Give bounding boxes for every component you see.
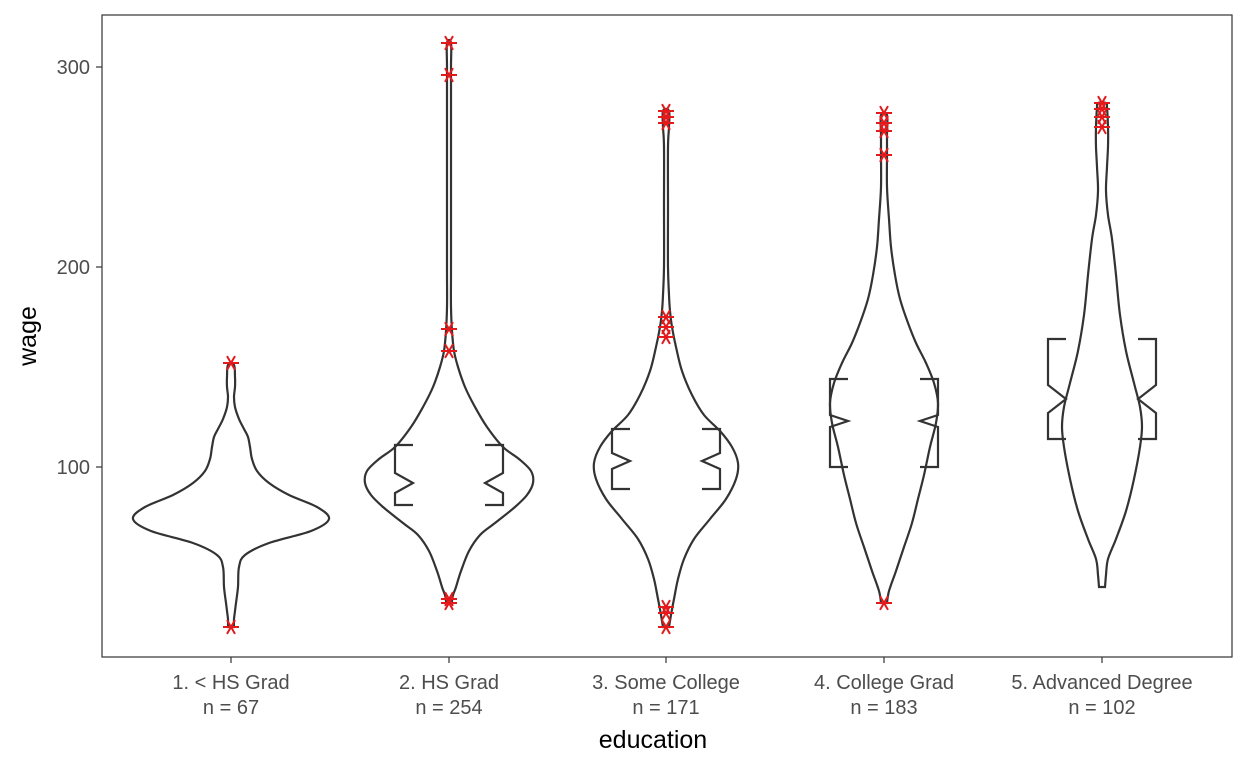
x-tick-label: 1. < HS Grad bbox=[172, 672, 289, 694]
panel-border bbox=[101, 14, 1233, 658]
violin-4 bbox=[828, 111, 940, 605]
notched-box-right-5 bbox=[1136, 337, 1158, 441]
group-2 bbox=[363, 35, 535, 611]
plot-panel bbox=[131, 35, 1158, 635]
outlier-point bbox=[658, 599, 674, 615]
outlier-stroke bbox=[661, 115, 671, 131]
outlier-point bbox=[658, 619, 674, 635]
violin-5 bbox=[1060, 101, 1144, 589]
group-3 bbox=[592, 103, 740, 635]
notched-box-right-4 bbox=[916, 377, 940, 469]
notched-box-left-5 bbox=[1046, 337, 1068, 441]
x-count-label: n = 67 bbox=[203, 697, 259, 719]
outlier-stroke bbox=[661, 605, 671, 621]
y-tick-label: 300 bbox=[57, 57, 90, 79]
notched-box-left-4 bbox=[828, 377, 852, 469]
notched-box-right-2 bbox=[482, 443, 505, 507]
x-tick-label: 4. College Grad bbox=[814, 672, 954, 694]
outlier-stroke bbox=[444, 35, 454, 51]
outlier-point bbox=[441, 343, 457, 359]
outlier-point bbox=[441, 591, 457, 607]
outlier-point bbox=[658, 115, 674, 131]
outlier-point bbox=[876, 115, 892, 131]
outlier-point bbox=[876, 147, 892, 163]
x-tick-label: 5. Advanced Degree bbox=[1011, 672, 1192, 694]
outlier-stroke bbox=[444, 67, 454, 83]
violin-2 bbox=[363, 38, 535, 603]
y-tick-label: 200 bbox=[57, 257, 90, 279]
outlier-point bbox=[658, 329, 674, 345]
outlier-stroke bbox=[1097, 101, 1107, 117]
notched-box-left-2 bbox=[393, 443, 416, 507]
outlier-stroke bbox=[879, 105, 889, 121]
outlier-stroke bbox=[661, 103, 671, 119]
group-1 bbox=[131, 355, 331, 635]
x-count-label: n = 183 bbox=[850, 697, 917, 719]
outlier-stroke bbox=[226, 619, 236, 635]
outlier-stroke bbox=[444, 321, 454, 337]
outlier-stroke bbox=[661, 599, 671, 615]
outlier-stroke bbox=[444, 591, 454, 607]
outlier-point bbox=[658, 109, 674, 125]
x-tick-label: 2. HS Grad bbox=[399, 672, 499, 694]
outlier-stroke bbox=[661, 309, 671, 325]
outlier-point bbox=[1094, 95, 1110, 111]
outlier-point bbox=[876, 105, 892, 121]
outlier-stroke bbox=[226, 355, 236, 371]
outlier-point bbox=[658, 605, 674, 621]
outlier-stroke bbox=[879, 595, 889, 611]
outlier-stroke bbox=[1097, 95, 1107, 111]
outlier-point bbox=[441, 67, 457, 83]
outlier-stroke bbox=[444, 343, 454, 359]
violin-3 bbox=[592, 107, 740, 629]
notched-box-right-3 bbox=[699, 427, 722, 491]
outlier-stroke bbox=[661, 109, 671, 125]
outlier-point bbox=[1094, 101, 1110, 117]
outlier-point bbox=[658, 103, 674, 119]
outlier-point bbox=[658, 309, 674, 325]
outlier-point bbox=[223, 355, 239, 371]
x-count-label: n = 102 bbox=[1068, 697, 1135, 719]
x-count-label: n = 254 bbox=[415, 697, 482, 719]
y-axis-title: wage bbox=[14, 306, 42, 367]
notched-box-left-3 bbox=[610, 427, 633, 491]
outlier-point bbox=[223, 619, 239, 635]
outlier-stroke bbox=[879, 147, 889, 163]
outlier-point bbox=[441, 321, 457, 337]
outlier-point bbox=[876, 123, 892, 139]
outlier-stroke bbox=[661, 619, 671, 635]
y-tick-label: 100 bbox=[57, 457, 90, 479]
violin-1 bbox=[131, 362, 331, 629]
outlier-point bbox=[441, 35, 457, 51]
x-axis-title: education bbox=[599, 726, 707, 754]
x-tick-label: 3. Some College bbox=[592, 672, 740, 694]
outlier-point bbox=[876, 595, 892, 611]
group-5 bbox=[1046, 95, 1158, 589]
x-count-label: n = 171 bbox=[632, 697, 699, 719]
axes: 100 200 300 1. < HS Grad n = 67 2. HS Grad n =… bbox=[57, 14, 1233, 719]
group-4 bbox=[828, 105, 940, 611]
